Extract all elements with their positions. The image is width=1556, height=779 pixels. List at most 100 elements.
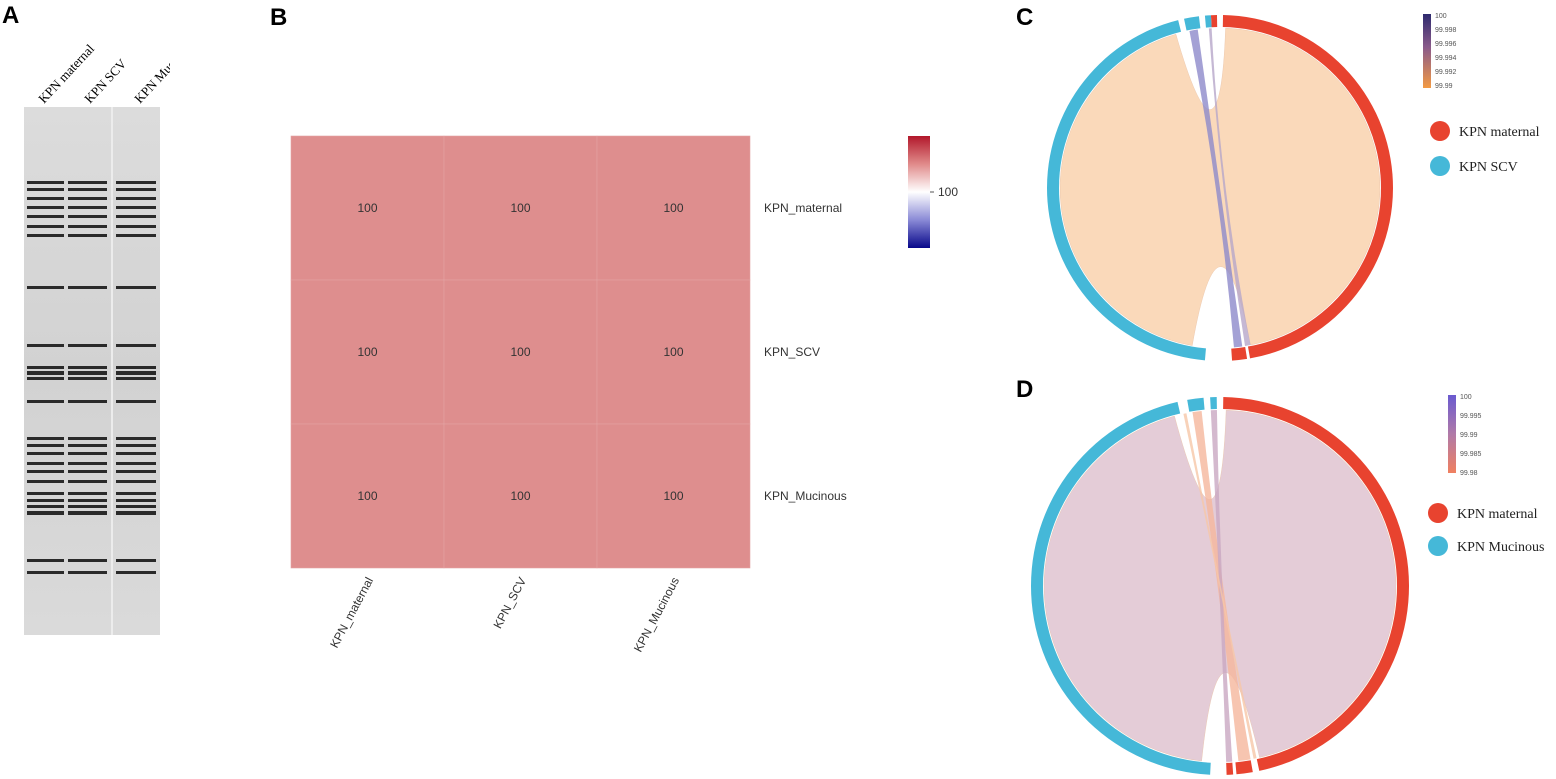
gel-band [68, 181, 107, 184]
colorbar-d-tick: 99.99 [1460, 432, 1478, 439]
chord-ribbon-minor [1189, 29, 1243, 348]
chord-sector-maternal [1235, 760, 1253, 775]
heatmap-row-labels: KPN_maternal KPN_SCV KPN_Mucinous [764, 201, 847, 503]
legend-marker-maternal [1430, 121, 1450, 141]
chord-sector-maternal [1210, 15, 1218, 28]
heatmap-cell [596, 279, 751, 425]
gel-band [68, 452, 107, 455]
gel-band [68, 444, 107, 447]
legend-label: KPN maternal [1457, 507, 1538, 522]
gel-band [68, 215, 107, 218]
gel-band [27, 377, 64, 380]
gel-band [27, 181, 64, 184]
heatmap-colorbar: 100 [908, 136, 958, 248]
heatmap-value: 100 [357, 489, 377, 503]
heatmap-value: 100 [663, 201, 683, 215]
heatmap-value: 100 [357, 345, 377, 359]
heatmap-row-label: KPN_maternal [764, 201, 842, 215]
gel-band [27, 371, 64, 375]
colorbar-label: 100 [938, 185, 958, 199]
gel-band [116, 344, 156, 347]
gel-band [27, 206, 64, 209]
colorbar-d-tick: 99.98 [1460, 470, 1478, 477]
gel-band [116, 371, 156, 375]
gel-band [27, 480, 64, 483]
gel-band [116, 571, 156, 574]
gel-band [27, 470, 64, 473]
gel-band [27, 444, 64, 447]
panel-letter-b: B [270, 4, 288, 31]
gel-band [68, 377, 107, 380]
gel-lane-divider [111, 107, 113, 635]
heatmap-cell [290, 279, 445, 425]
chord-sector-comparison [1187, 397, 1205, 412]
gel-band [68, 225, 107, 228]
colorbar-d: 100 99.995 99.99 99.985 99.98 [1448, 394, 1482, 477]
heatmap-col-label: KPN_maternal [327, 575, 376, 650]
gel-band [27, 559, 64, 562]
gel-band [27, 225, 64, 228]
gel-bands [27, 181, 156, 574]
gel-band [116, 462, 156, 465]
panel-letter-a: A [2, 2, 20, 29]
colorbar-c-tick: 99.992 [1435, 69, 1457, 76]
heatmap-col-labels: KPN_maternal KPN_SCV KPN_Mucinous [327, 575, 682, 655]
colorbar-c-gradient [1423, 14, 1431, 88]
gel-band [68, 462, 107, 465]
gel-band [27, 499, 64, 502]
colorbar-d-tick: 99.985 [1460, 451, 1482, 458]
colorbar-d-gradient [1448, 395, 1456, 473]
gel-band [68, 366, 107, 369]
gel-band [116, 452, 156, 455]
heatmap-row-label: KPN_SCV [764, 345, 820, 359]
legend-c: KPN maternal KPN SCV [1430, 121, 1540, 176]
gel-band [116, 366, 156, 369]
gel-band [116, 188, 156, 191]
legend-label: KPN Mucinous [1457, 540, 1545, 555]
gel-band [116, 499, 156, 502]
gel-band [68, 559, 107, 562]
lane-label: KPN Mucinous [131, 36, 170, 106]
lane-label: KPN SCV [81, 55, 130, 106]
gel-band [116, 400, 156, 403]
gel-band [68, 400, 107, 403]
heatmap-cell [443, 135, 598, 281]
gel-band [68, 499, 107, 502]
legend-d: KPN maternal KPN Mucinous [1428, 503, 1545, 556]
heatmap-row-label: KPN_Mucinous [764, 489, 847, 503]
gel-band [116, 480, 156, 483]
heatmap-value: 100 [357, 201, 377, 215]
gel-band [116, 559, 156, 562]
colorbar-gradient [908, 136, 930, 248]
gel-band [116, 234, 156, 237]
gel-band [27, 505, 64, 508]
gel-band [116, 206, 156, 209]
heatmap-value: 100 [510, 345, 530, 359]
gel-band [116, 286, 156, 289]
chord-sector-comparison [1204, 15, 1212, 28]
colorbar-c-tick: 100 [1435, 13, 1447, 20]
heatmap-value: 100 [510, 201, 530, 215]
gel-band [27, 437, 64, 440]
gel-band [68, 234, 107, 237]
heatmap-panel: 100 100 100 100 100 100 100 100 100 KPN_maternal… [290, 135, 958, 655]
gel-band [68, 571, 107, 574]
gel-band [68, 286, 107, 289]
gel-band [27, 511, 64, 515]
heatmap-col-label: KPN_SCV [490, 575, 529, 631]
gel-band [68, 344, 107, 347]
gel-band [116, 505, 156, 508]
gel-band [27, 400, 64, 403]
gel-band [68, 206, 107, 209]
gel-band [27, 492, 64, 495]
colorbar-c-tick: 99.998 [1435, 27, 1457, 34]
gel-band [27, 344, 64, 347]
heatmap-cell [596, 135, 751, 281]
gel-band [27, 234, 64, 237]
gel-band [27, 215, 64, 218]
gel-band [116, 437, 156, 440]
gel-band [116, 181, 156, 184]
chord-ribbon-minor [1183, 413, 1257, 759]
colorbar-d-tick: 99.995 [1460, 413, 1482, 420]
chord-panel-d: 100 99.995 99.99 99.985 99.98 KPN matern… [1031, 394, 1545, 775]
